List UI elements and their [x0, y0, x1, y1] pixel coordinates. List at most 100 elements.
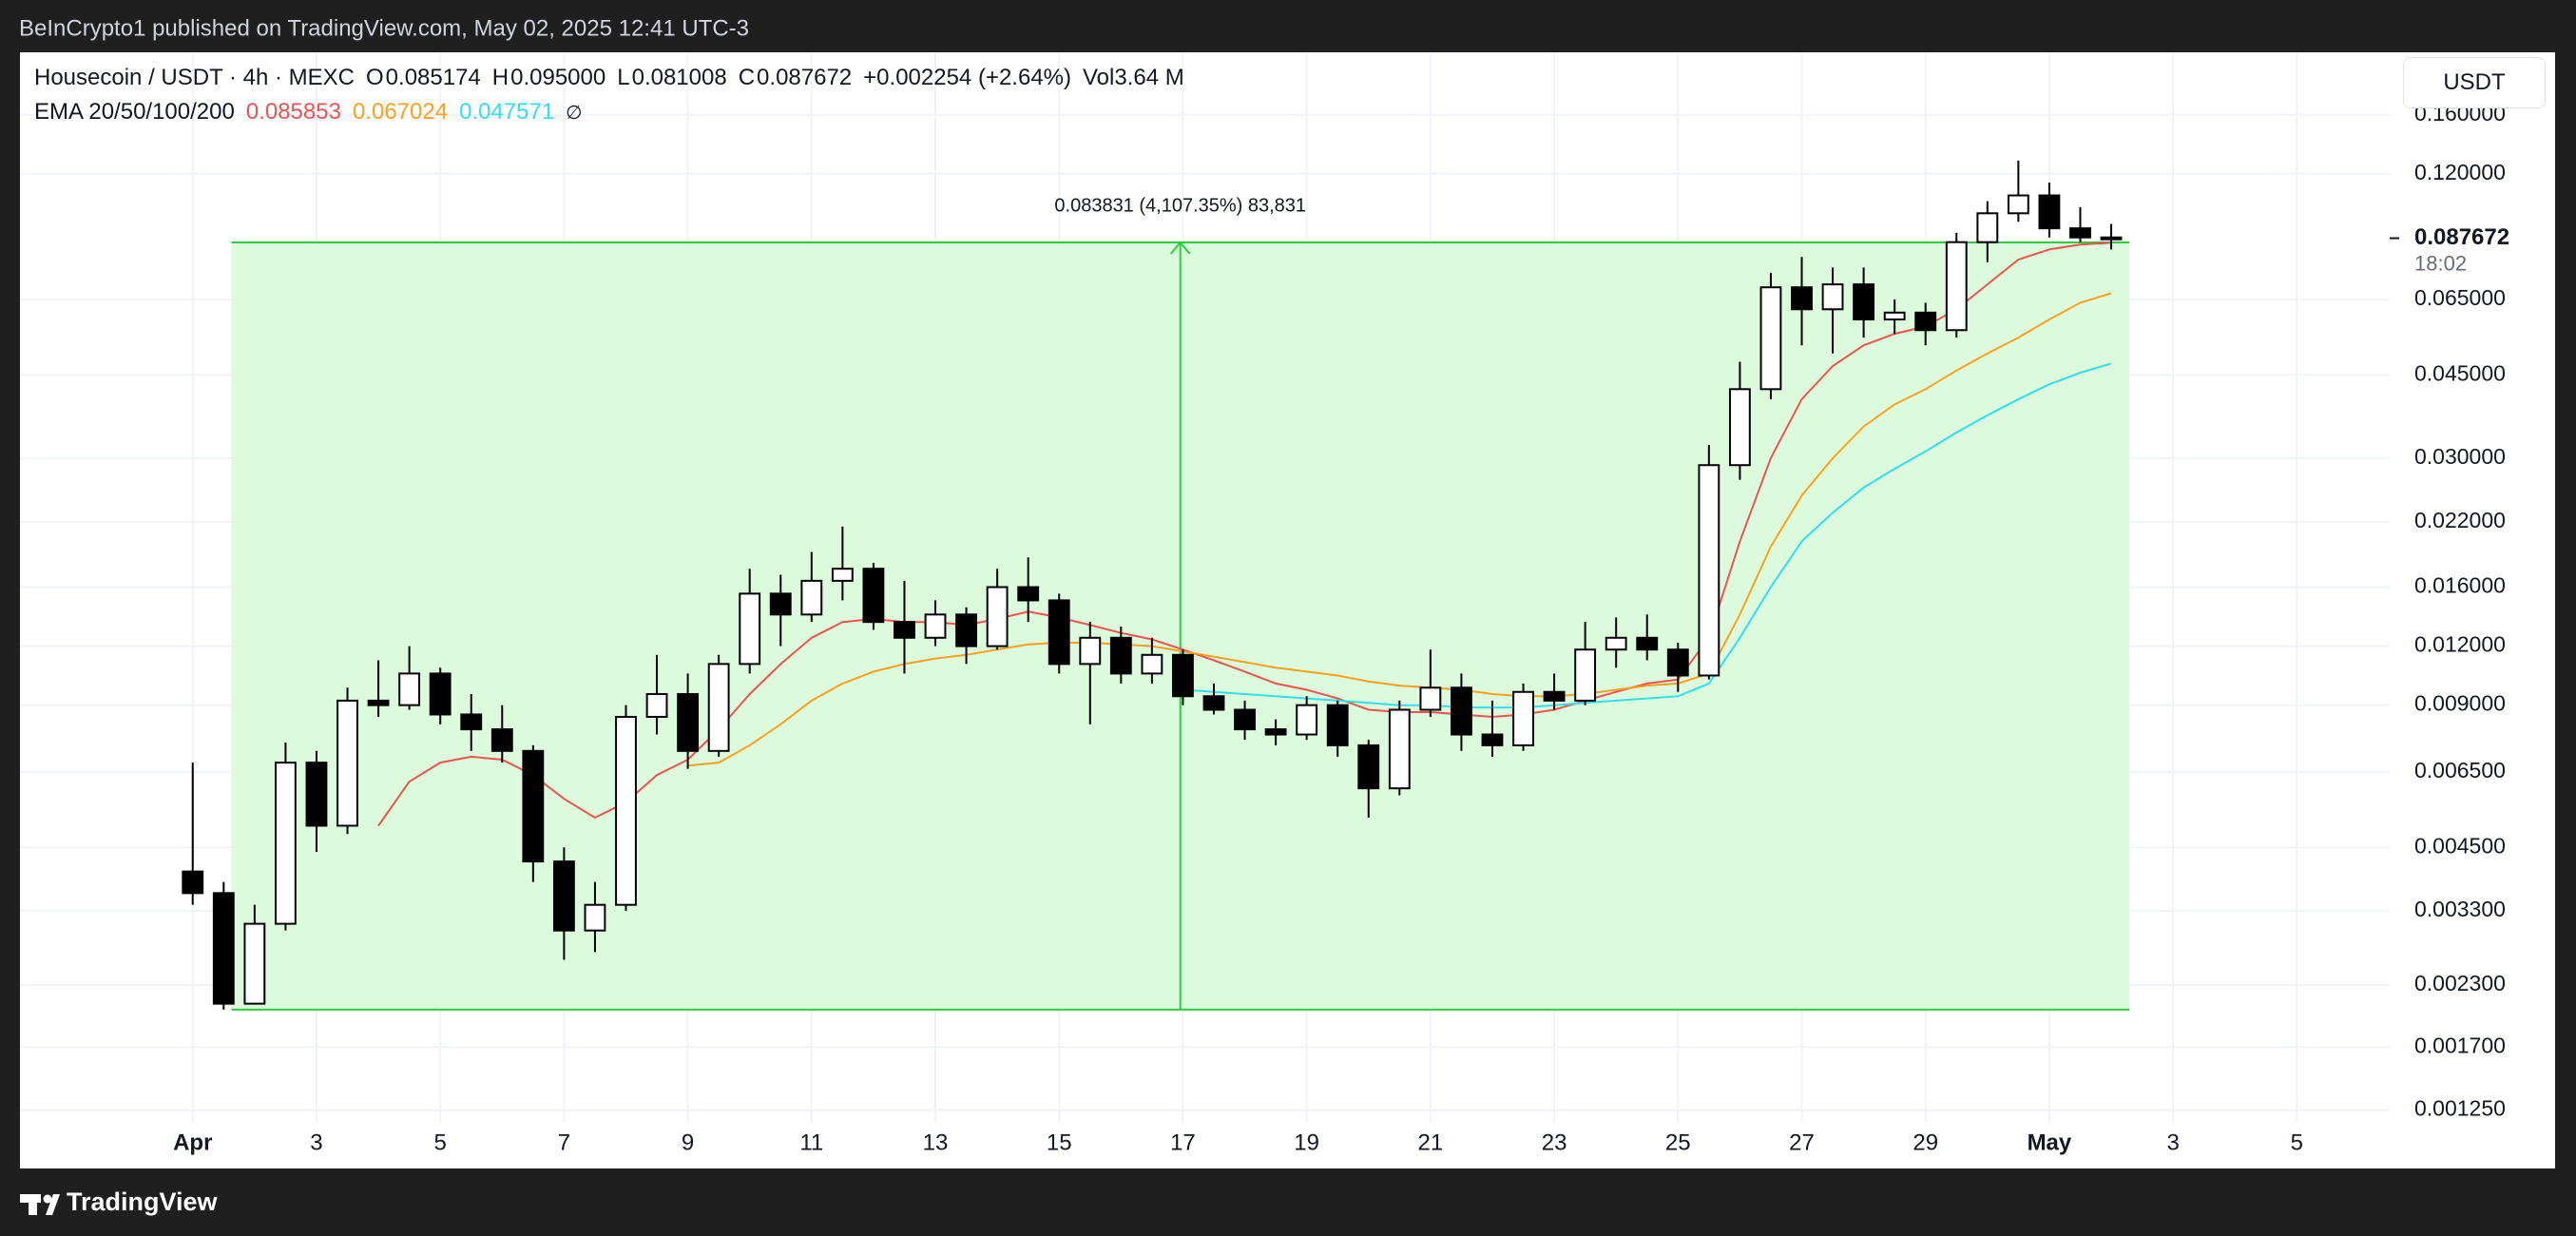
candle-body	[429, 672, 452, 716]
x-tick-label: 23	[1542, 1130, 1567, 1155]
candle-body	[1326, 704, 1349, 746]
candle-body	[1945, 241, 1968, 332]
measure-label: 0.083831 (4,107.35%) 83,831	[1054, 195, 1306, 216]
candle-body	[367, 699, 390, 706]
candle-body	[1636, 636, 1659, 651]
candle-body	[2069, 227, 2091, 239]
candle-body	[336, 699, 358, 827]
y-tick-label: 0.045000	[2414, 361, 2506, 386]
candle-body	[1914, 311, 1937, 332]
y-tick-label: 0.030000	[2414, 444, 2506, 469]
y-tick-label: 0.002300	[2414, 971, 2506, 995]
candle-body	[552, 860, 575, 932]
measure-arrowhead	[1169, 241, 1191, 255]
candle-body	[1109, 636, 1132, 675]
candle-body	[1759, 286, 1782, 391]
candle-body	[2038, 194, 2061, 230]
currency-button[interactable]: USDT	[2403, 57, 2546, 108]
x-tick-label: 5	[433, 1130, 446, 1155]
y-tick-label: 0.009000	[2414, 691, 2506, 716]
candle-body	[1357, 744, 1380, 790]
x-tick-label: 17	[1170, 1130, 1196, 1155]
candle-body	[894, 621, 915, 639]
candle-body	[1234, 708, 1256, 731]
candle-body	[1698, 464, 1721, 677]
candle-body	[645, 692, 668, 718]
candle-body	[1017, 586, 1040, 602]
symbol-legend: Housecoin / USDT · 4h · MEXC O0.085174 H0…	[34, 65, 1184, 91]
x-tick-label: 19	[1294, 1130, 1319, 1155]
ohlc-value: 0.085174	[385, 65, 481, 90]
price-change: +0.002254 (+2.64%)	[863, 65, 1071, 90]
y-tick-label: 0.022000	[2414, 508, 2506, 532]
ema-legend: EMA 20/50/100/200 0.085853 0.067024 0.0475…	[34, 99, 583, 126]
volume-label: Vol	[1083, 65, 1115, 90]
candle-body	[2100, 236, 2123, 241]
ohlc-value: 0.095000	[510, 65, 606, 90]
x-tick-label: 21	[1418, 1130, 1444, 1155]
candle-body	[522, 749, 545, 863]
candle-body	[243, 922, 266, 1005]
candle-body	[707, 663, 730, 752]
candle-countdown: 18:02	[2414, 251, 2467, 275]
symbol: Housecoin / USDT · 4h · MEXC	[34, 65, 355, 90]
ema-value: 0.047571	[459, 99, 555, 125]
ohlc-label: O	[366, 65, 384, 90]
brand-name: TradingView	[67, 1188, 219, 1216]
ohlc-label: H	[491, 65, 509, 90]
candle-body	[769, 592, 792, 616]
x-tick-label: 11	[799, 1130, 823, 1155]
candle-body	[1419, 686, 1442, 711]
candle-body	[398, 672, 421, 706]
x-tick-label: 3	[310, 1130, 322, 1155]
candle-body	[955, 613, 977, 647]
candle-body	[1883, 311, 1906, 320]
ohlc-label: L	[617, 65, 630, 90]
candle-body	[490, 728, 513, 752]
x-tick-label: 13	[923, 1130, 949, 1155]
x-tick-label: Apr	[173, 1130, 212, 1155]
candle-body	[584, 903, 606, 932]
x-tick-label: 5	[2291, 1130, 2303, 1155]
candle-body	[1141, 653, 1163, 675]
ohlc-values: O0.085174 H0.095000 L0.081008 C0.087672	[366, 65, 852, 91]
y-tick-label: 0.004500	[2414, 833, 2506, 858]
candle-body	[1481, 733, 1504, 746]
candle-body	[986, 586, 1009, 647]
candle-body	[182, 870, 204, 895]
candle-body	[1079, 636, 1102, 666]
y-tick-label: 0.065000	[2414, 285, 2506, 310]
candle-body	[739, 592, 761, 666]
candle-body	[1853, 283, 1875, 320]
ohlc-label: C	[738, 65, 756, 90]
candle-body	[800, 579, 823, 616]
candle-body	[1296, 704, 1318, 736]
x-tick-label: 9	[682, 1130, 694, 1155]
publish-header: BeInCrypto1 published on TradingView.com…	[19, 15, 749, 41]
ema-line	[687, 292, 2112, 767]
candle-body	[1512, 690, 1534, 746]
candle-body	[1666, 648, 1689, 677]
candle-body	[1574, 648, 1597, 702]
x-tick-label: 3	[2166, 1130, 2179, 1155]
candle-body	[831, 568, 854, 582]
candle-body	[924, 613, 947, 639]
ohlc-value: 0.087672	[757, 65, 853, 90]
x-tick-label: 27	[1789, 1130, 1815, 1155]
ema-value: 0.085853	[245, 99, 341, 125]
candle-body	[1450, 686, 1472, 736]
ema-label: EMA 20/50/100/200	[34, 99, 235, 125]
x-tick-label: 15	[1047, 1130, 1072, 1155]
x-tick-label: 29	[1913, 1130, 1938, 1155]
candle-body	[1543, 690, 1566, 702]
y-tick-label: 0.001250	[2414, 1096, 2506, 1121]
candle-body	[305, 762, 328, 827]
candle-body	[1976, 212, 1999, 243]
candle-body	[1388, 708, 1411, 790]
candle-body	[1728, 388, 1751, 467]
y-tick-label: 0.120000	[2414, 160, 2506, 184]
candle-body	[615, 715, 637, 906]
candle-body	[1605, 636, 1627, 651]
